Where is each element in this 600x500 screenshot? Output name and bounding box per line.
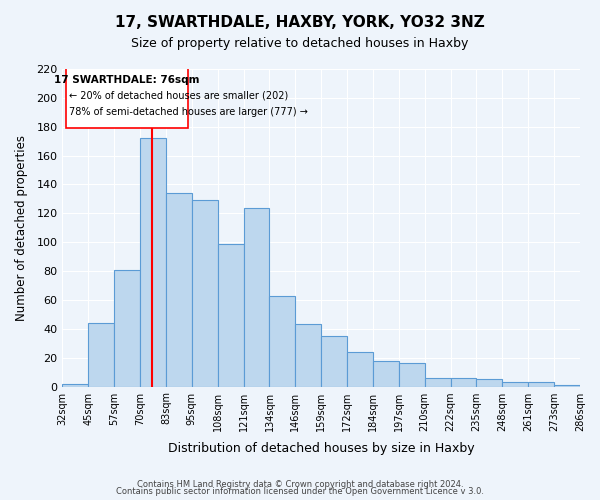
- Bar: [244, 208, 269, 386]
- Bar: [502, 382, 528, 386]
- Bar: [140, 138, 166, 386]
- Bar: [528, 382, 554, 386]
- Text: 17, SWARTHDALE, HAXBY, YORK, YO32 3NZ: 17, SWARTHDALE, HAXBY, YORK, YO32 3NZ: [115, 15, 485, 30]
- X-axis label: Distribution of detached houses by size in Haxby: Distribution of detached houses by size …: [168, 442, 475, 455]
- FancyBboxPatch shape: [67, 68, 188, 128]
- Bar: [114, 270, 140, 386]
- Text: 78% of semi-detached houses are larger (777) →: 78% of semi-detached houses are larger (…: [70, 106, 308, 117]
- Bar: [399, 364, 425, 386]
- Bar: [451, 378, 476, 386]
- Bar: [373, 360, 399, 386]
- Bar: [62, 384, 88, 386]
- Bar: [269, 296, 295, 386]
- Bar: [88, 323, 114, 386]
- Bar: [554, 385, 580, 386]
- Bar: [425, 378, 451, 386]
- Text: Size of property relative to detached houses in Haxby: Size of property relative to detached ho…: [131, 38, 469, 51]
- Text: Contains public sector information licensed under the Open Government Licence v : Contains public sector information licen…: [116, 487, 484, 496]
- Bar: [347, 352, 373, 386]
- Bar: [295, 324, 321, 386]
- Bar: [321, 336, 347, 386]
- Y-axis label: Number of detached properties: Number of detached properties: [15, 135, 28, 321]
- Bar: [218, 244, 244, 386]
- Text: 17 SWARTHDALE: 76sqm: 17 SWARTHDALE: 76sqm: [55, 75, 200, 85]
- Bar: [476, 380, 502, 386]
- Text: Contains HM Land Registry data © Crown copyright and database right 2024.: Contains HM Land Registry data © Crown c…: [137, 480, 463, 489]
- Text: ← 20% of detached houses are smaller (202): ← 20% of detached houses are smaller (20…: [70, 90, 289, 101]
- Bar: [166, 193, 192, 386]
- Bar: [192, 200, 218, 386]
